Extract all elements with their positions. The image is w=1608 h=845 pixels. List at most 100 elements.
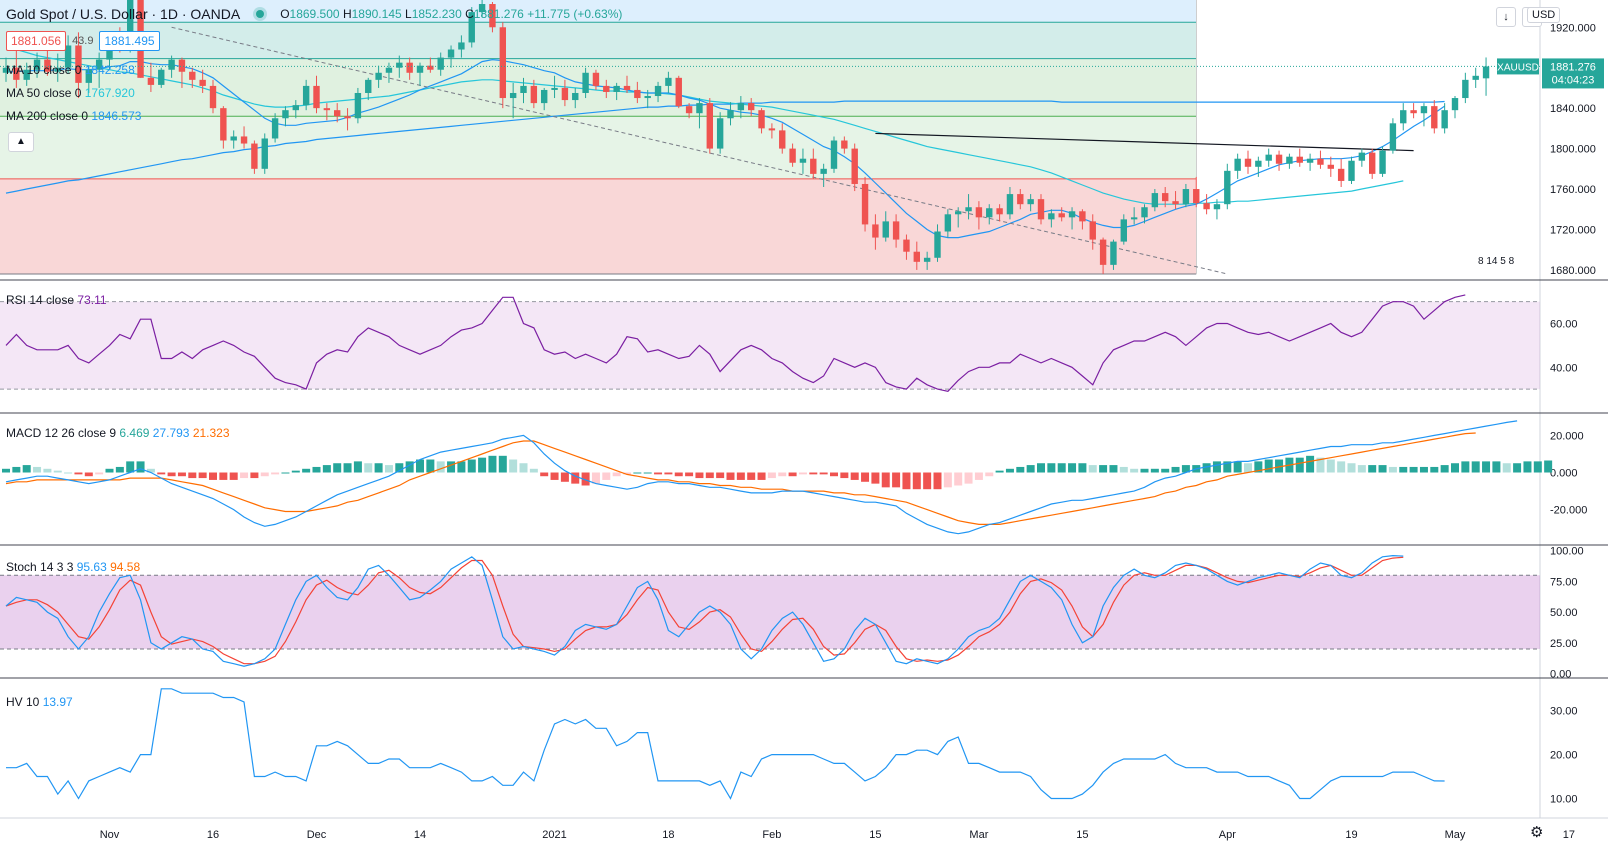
sell-price-button[interactable]: 1881.056 [6, 31, 67, 51]
candle-body [572, 92, 579, 101]
candle-body [23, 69, 30, 80]
candle-body [654, 85, 662, 97]
legend-ma50[interactable]: MA 50 close 0 1767.920 [6, 86, 135, 100]
macd-histogram-bar [157, 472, 166, 475]
macd-histogram-bar [1233, 461, 1242, 473]
macd-histogram-bar [1016, 466, 1025, 473]
candle-body [1400, 110, 1407, 124]
candle-body [1068, 211, 1076, 218]
candle-body [830, 140, 838, 169]
currency-badge[interactable]: USD [1527, 7, 1561, 23]
macd-histogram-bar [1161, 468, 1170, 473]
macd-histogram-bar [1109, 465, 1118, 473]
macd-histogram-bar [509, 459, 518, 473]
candle-body [489, 4, 496, 28]
macd-histogram-bar [1212, 461, 1221, 473]
candle-body [230, 136, 237, 141]
time-tick-label: 18 [662, 829, 674, 841]
macd-histogram-bar [291, 470, 300, 473]
macd-histogram-bar [84, 472, 93, 477]
candle-body [2, 67, 10, 73]
macd-histogram-bar [1078, 463, 1087, 473]
candle-body [499, 27, 506, 99]
candle-body [882, 221, 889, 238]
candle-body [396, 62, 403, 68]
candle-body [1172, 201, 1179, 205]
events-label[interactable]: 8 14 5 8 [1478, 256, 1515, 267]
candle-body [779, 130, 786, 149]
macd-histogram-bar [591, 472, 600, 484]
rsi-tick-label: 40.00 [1550, 362, 1578, 374]
candle-body [427, 65, 434, 70]
macd-histogram-bar [716, 472, 725, 479]
buy-price-button[interactable]: 1881.495 [99, 31, 160, 51]
candle-body [1079, 211, 1086, 222]
hv-tick-label: 10.00 [1550, 793, 1578, 805]
candle-body [1162, 193, 1169, 202]
candle-body [271, 118, 279, 139]
macd-histogram-bar [840, 472, 849, 479]
macd-histogram-bar [1254, 461, 1263, 473]
macd-histogram-bar [43, 468, 52, 473]
macd-histogram-bar [1264, 459, 1273, 473]
ma50-line [5, 46, 1404, 205]
candle-body [1275, 154, 1283, 164]
macd-histogram-bar [674, 472, 683, 477]
macd-histogram-bar [384, 465, 393, 473]
time-tick-label: Mar [969, 829, 988, 841]
legend-macd[interactable]: MACD 12 26 close 9 6.469 27.793 21.323 [6, 426, 230, 440]
candle-body [1431, 106, 1438, 129]
candle-body [727, 110, 734, 119]
macd-histogram-bar [53, 470, 62, 473]
macd-line-value: 27.793 [152, 426, 190, 440]
time-tick-label: 2021 [542, 829, 566, 841]
candle-body [1472, 75, 1479, 80]
legend-hv[interactable]: HV 10 13.97 [6, 695, 73, 709]
macd-tick-label: 20.000 [1550, 430, 1584, 442]
macd-histogram-bar [974, 472, 983, 480]
candle-body [168, 59, 175, 70]
macd-hist-value: 6.469 [119, 426, 150, 440]
macd-histogram-bar [1088, 465, 1097, 473]
macd-histogram-bar [602, 472, 611, 480]
close-value: 1881.276 [473, 7, 524, 21]
macd-histogram-bar [1119, 466, 1128, 473]
candle-body [64, 45, 72, 68]
stoch-tick-label: 0.00 [1550, 669, 1571, 681]
candle-body [685, 106, 693, 114]
candle-body [1420, 106, 1428, 114]
time-tick-label: 15 [869, 829, 881, 841]
legend-ma10[interactable]: MA 10 close 0 1842.258 [6, 63, 135, 77]
gear-icon[interactable]: ⚙ [1530, 824, 1544, 841]
time-tick-label: 19 [1345, 829, 1357, 841]
macd-histogram-bar [219, 472, 228, 480]
candle-body [520, 85, 527, 93]
candle-body [313, 85, 320, 109]
macd-histogram-bar [1047, 463, 1056, 473]
candle-body [334, 110, 341, 117]
candle-body [468, 12, 475, 43]
legend-rsi[interactable]: RSI 14 close 73.11 [6, 293, 107, 307]
macd-histogram-bar [136, 461, 145, 473]
time-tick-label: Dec [307, 829, 327, 841]
candle-body [665, 77, 672, 86]
macd-histogram-bar [353, 461, 362, 473]
macd-histogram-bar [416, 459, 424, 473]
price-tick-label: 1720.000 [1550, 224, 1596, 236]
candle-body [1141, 207, 1148, 218]
macd-histogram-bar [22, 465, 31, 473]
candle-body [85, 69, 92, 83]
candle-body [530, 85, 538, 104]
legend-stoch[interactable]: Stoch 14 3 3 95.63 94.58 [6, 560, 141, 574]
symbol-title[interactable]: Gold Spot / U.S. Dollar · 1D · OANDA [6, 6, 241, 22]
macd-histogram-bar [798, 472, 807, 475]
high-value: 1890.145 [351, 7, 402, 21]
candle-body [1048, 213, 1055, 220]
collapse-legend-button[interactable]: ▲ [8, 132, 34, 152]
scroll-down-icon[interactable]: ↓ [1496, 7, 1516, 27]
macd-histogram-bar [1419, 466, 1428, 473]
ohlc-readout: O1869.500 H1890.145 L1852.230 C1881.276 … [280, 7, 623, 21]
time-tick-label: May [1445, 829, 1466, 841]
legend-ma200[interactable]: MA 200 close 0 1846.573 [6, 109, 142, 123]
macd-histogram-bar [519, 463, 528, 473]
